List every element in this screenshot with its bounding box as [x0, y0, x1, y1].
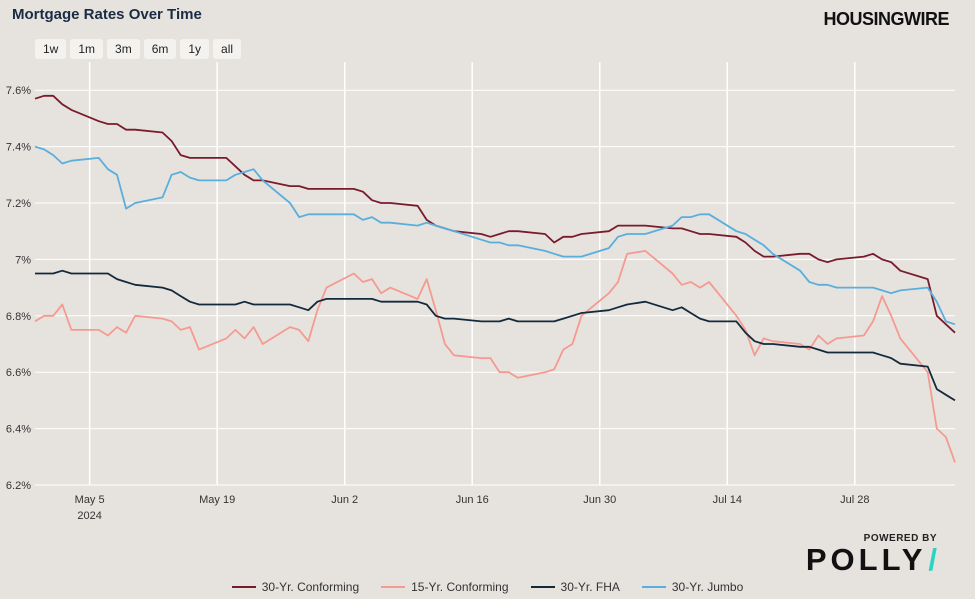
x-tick-label: Jul 14 [713, 494, 742, 506]
x-tick-label: May 19 [199, 494, 235, 506]
range-button-6m[interactable]: 6m [143, 39, 177, 59]
y-tick-label: 6.8% [6, 311, 31, 323]
x-tick-label: Jun 16 [456, 494, 489, 506]
chart-title: Mortgage Rates Over Time [12, 6, 202, 23]
housingwire-logo: HOUSINGWIRE [823, 9, 949, 29]
powered-by-label: POWERED BY [863, 533, 937, 544]
y-tick-label: 6.2% [6, 480, 31, 492]
polly-logo: POLLY / [806, 542, 941, 578]
x-tick-label: Jul 28 [840, 494, 869, 506]
polly-logo-text: POLLY [805, 542, 927, 577]
legend-swatch [381, 586, 406, 588]
range-button-1y[interactable]: 1y [180, 39, 210, 59]
grid-layer [35, 62, 955, 486]
legend-item[interactable]: 30-Yr. Conforming [231, 580, 360, 594]
legend-swatch [231, 586, 256, 588]
chart-legend: 30-Yr. Conforming 15-Yr. Conforming 30-Yr.… [0, 580, 975, 594]
legend-swatch [641, 586, 666, 588]
legend-label: 30-Yr. FHA [560, 580, 620, 594]
series-line-15-yr-conforming[interactable] [34, 250, 956, 463]
legend-label: 15-Yr. Conforming [411, 580, 509, 594]
y-tick-label: 7% [15, 254, 31, 266]
y-tick-label: 6.6% [6, 367, 31, 379]
polly-logo-accent: / [928, 542, 941, 577]
series-line-30-yr-fha[interactable] [35, 269, 956, 402]
y-tick-label: 7.4% [6, 142, 31, 154]
range-button-1m[interactable]: 1m [70, 39, 104, 59]
legend-label: 30-Yr. Conforming [261, 580, 360, 594]
legend-label: 30-Yr. Jumbo [671, 580, 744, 594]
x-tick-label: Jun 30 [583, 494, 616, 506]
range-button-1w[interactable]: 1w [35, 39, 67, 59]
legend-item[interactable]: 30-Yr. FHA [530, 580, 620, 594]
y-tick-label: 6.4% [6, 424, 31, 436]
x-tick-label: May 5 [75, 494, 105, 506]
x-tick-sublabel: 2024 [77, 510, 101, 522]
y-tick-label: 7.2% [6, 198, 31, 210]
legend-item[interactable]: 15-Yr. Conforming [381, 580, 509, 594]
series-line-30-yr-jumbo[interactable] [34, 145, 956, 326]
series-layer [34, 94, 956, 463]
y-tick-label: 7.6% [6, 85, 31, 97]
x-tick-label: Jun 2 [331, 494, 358, 506]
legend-swatch [530, 586, 555, 588]
range-selector: 1w 1m 3m 6m 1y all [35, 39, 242, 59]
range-button-all[interactable]: all [213, 39, 242, 59]
axis-layer: 6.2% 6.4% 6.6% 6.8% 7% 7.2% 7.4% 7.6% May 5 2024 M… [6, 85, 870, 522]
series-line-30-yr-conforming[interactable] [34, 94, 956, 334]
range-button-3m[interactable]: 3m [107, 39, 140, 59]
legend-item[interactable]: 30-Yr. Jumbo [641, 580, 744, 594]
